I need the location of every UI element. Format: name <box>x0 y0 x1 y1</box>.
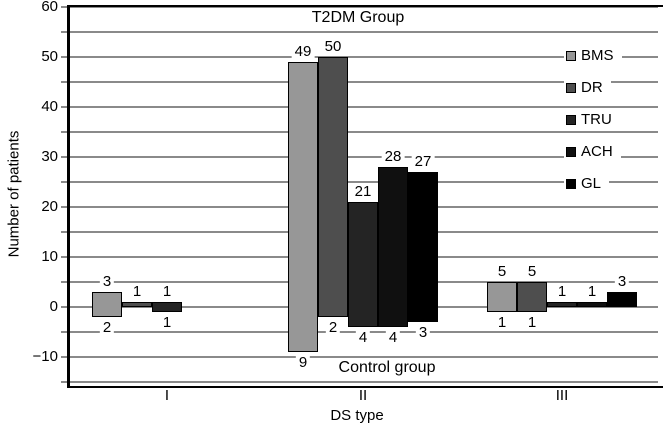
y-tick-label: 30 <box>41 148 58 165</box>
legend-swatch <box>566 50 576 61</box>
bar-bms-ii <box>288 62 318 352</box>
bar-value-label-bottom: 4 <box>355 330 371 346</box>
bar-value-label-bottom: 9 <box>295 355 311 371</box>
bar-tru-i <box>152 302 182 312</box>
bar-value-label-top: 49 <box>291 44 315 60</box>
gridline <box>61 131 658 133</box>
x-category-label-ii: II <box>358 387 368 404</box>
bar-value-label-top: 21 <box>351 184 375 200</box>
bar-value-label-top: 3 <box>99 274 115 290</box>
legend-swatch <box>566 82 576 93</box>
bar-tru-iii <box>547 302 577 307</box>
legend-item-ach: ACH <box>564 143 621 160</box>
gridline <box>61 156 658 158</box>
y-tick-label: 60 <box>41 0 58 15</box>
bar-value-label-bottom: 1 <box>159 315 175 331</box>
bar-value-label-top: 3 <box>614 274 630 290</box>
bar-value-label-top: 1 <box>129 284 145 300</box>
x-axis-title: DS type <box>330 407 384 424</box>
bar-bms-i <box>92 292 122 317</box>
legend: BMS DR TRU ACH GL <box>564 47 622 192</box>
bar-value-label-top: 5 <box>524 264 540 280</box>
legend-swatch <box>566 114 576 125</box>
chart-title: T2DM Group <box>301 8 415 27</box>
bar-value-label-bottom: 1 <box>494 315 510 331</box>
gridline <box>61 181 658 183</box>
y-tick-label: 0 <box>49 298 58 315</box>
bar-value-label-top: 5 <box>494 264 510 280</box>
legend-label: BMS <box>581 47 614 64</box>
gridline <box>61 6 658 8</box>
bar-value-label-top: 1 <box>584 284 600 300</box>
bar-gl-iii <box>607 292 637 307</box>
bar-value-label-bottom: 1 <box>524 315 540 331</box>
bar-value-label-bottom: 2 <box>325 320 341 336</box>
bar-tru-ii <box>348 202 378 327</box>
y-tick-label: 50 <box>41 48 58 65</box>
bar-bms-iii <box>487 282 517 312</box>
legend-swatch <box>566 178 576 189</box>
legend-swatch <box>566 146 576 157</box>
gridline <box>61 106 658 108</box>
legend-label: TRU <box>581 111 612 128</box>
bar-dr-i <box>122 302 152 307</box>
bar-value-label-bottom: 4 <box>385 330 401 346</box>
control-group-label: Control group <box>332 358 442 377</box>
x-category-label-iii: III <box>555 387 569 404</box>
y-tick-label: 10 <box>41 248 58 265</box>
bar-value-label-top: 1 <box>159 284 175 300</box>
bar-dr-iii <box>517 282 547 312</box>
legend-item-bms: BMS <box>564 47 622 64</box>
legend-label: ACH <box>581 143 613 160</box>
legend-item-dr: DR <box>564 79 611 96</box>
y-tick-label: 40 <box>41 98 58 115</box>
bar-value-label-bottom: 3 <box>415 325 431 341</box>
bar-dr-ii <box>318 57 348 317</box>
bar-value-label-top: 1 <box>554 284 570 300</box>
gridline <box>61 356 658 358</box>
bar-value-label-top: 50 <box>321 39 345 55</box>
bar-value-label-top: 27 <box>411 154 435 170</box>
bar-ach-ii <box>378 167 408 327</box>
legend-item-gl: GL <box>564 175 610 192</box>
y-tick-label: 20 <box>41 198 58 215</box>
legend-item-tru: TRU <box>564 111 620 128</box>
gridline <box>61 81 658 83</box>
gridline <box>61 381 658 383</box>
x-category-label-i: I <box>164 387 170 404</box>
gridline <box>61 56 658 58</box>
plot-area: 3 2 49 9 5 1 1 50 2 5 1 1 1 21 4 1 28 4 1 27 3 3 T2DM Group C… <box>61 5 663 388</box>
gridline <box>61 31 658 33</box>
legend-label: GL <box>581 175 602 192</box>
bar-value-label-bottom: 2 <box>99 320 115 336</box>
bar-gl-ii <box>408 172 438 322</box>
bar-value-label-top: 28 <box>381 149 405 165</box>
legend-label: DR <box>581 79 603 96</box>
bar-ach-iii <box>577 302 607 307</box>
y-tick-label: −10 <box>32 348 58 365</box>
